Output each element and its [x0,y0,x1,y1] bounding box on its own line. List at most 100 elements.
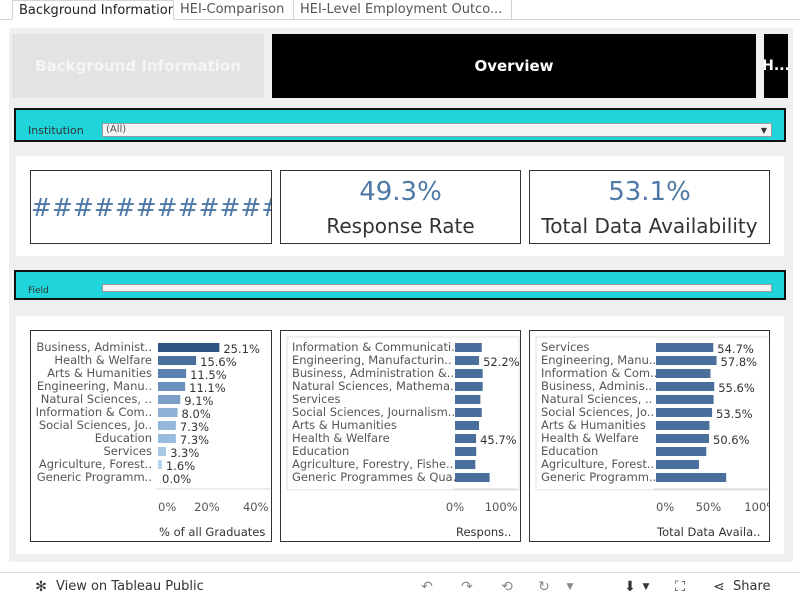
category-label: Agriculture, Forest.. [39,457,152,471]
kpi-response-value: 49.3% [359,177,442,207]
refresh-menu-chevron-icon[interactable]: ▼ [566,582,574,592]
kpi-response-label: Response Rate [326,214,475,238]
bar [455,408,482,417]
fullscreen-icon[interactable]: ⛶ [675,579,685,595]
bar [656,460,699,469]
tab-hei-level-employment[interactable]: HEI-Level Employment Outco... [294,0,512,20]
category-label: Services [104,444,153,458]
tab-background-information[interactable]: Background Information [12,0,174,20]
tick-label: 0% [158,500,176,514]
nav-next-button[interactable]: H... [764,34,788,98]
axis-title: Respons.. [456,525,511,539]
nav-background-information-button[interactable]: Background Information [12,34,264,98]
field-dropdown[interactable] [102,284,772,292]
field-filter-label: Field [28,286,49,296]
category-label: Natural Sciences, .. [541,392,652,406]
kpi-graduates-value: ############ [31,193,272,222]
bar [656,395,714,404]
institution-filter-label: Institution [28,124,84,137]
data-label: 52.2% [483,355,520,369]
redo-icon[interactable]: ↷ [461,579,473,595]
revert-icon[interactable]: ⟲ [501,579,513,595]
axis-title: Total Data Availa.. [656,525,760,539]
data-label: 15.6% [200,355,237,369]
category-label: Agriculture, Forest.. [541,457,654,471]
data-label: 0.0% [162,472,191,486]
share-icon[interactable]: ⋖ [713,579,725,595]
bar [455,369,483,378]
nav-overview-button[interactable]: Overview [272,34,756,98]
plot-frame [286,336,520,491]
bar [158,447,167,456]
bar [158,408,178,417]
bar [455,382,483,391]
bar [656,382,715,391]
bar [656,434,710,443]
tick-label: 50% [696,500,722,514]
bar [158,395,181,404]
data-label: 8.0% [182,407,211,421]
kpi-availability-label: Total Data Availability [541,214,758,238]
institution-filter-bar: Institution (All) ▼ [14,108,786,142]
data-label: 50.6% [713,433,750,447]
kpi-availability-value: 53.1% [608,177,691,207]
sheet-tabs: Background Information HEI-Comparison HE… [0,0,800,20]
download-menu-chevron-icon[interactable]: ▼ [642,582,650,592]
undo-icon[interactable]: ↶ [421,579,433,595]
field-filter-bar: Field [14,270,786,300]
axis-title: % of all Graduates [159,525,265,539]
data-label: 55.6% [718,381,755,395]
share-button[interactable]: Share [733,579,771,594]
category-label: Engineering, Manufacturin.. [292,353,452,367]
data-label: 7.3% [180,433,209,447]
category-label: Generic Programm.. [541,470,656,484]
view-on-tableau-link[interactable]: View on Tableau Public [56,579,204,594]
graduates-share-chart: Business, Administ.. 25.1% Health & Welfar… [36,340,270,539]
category-label: Generic Programm.. [37,470,152,484]
bar [455,473,490,482]
data-label: 1.6% [166,459,195,473]
category-label: Health & Welfare [292,431,390,445]
category-label: Health & Welfare [54,353,152,367]
tableau-logo-icon: ✻ [35,579,47,595]
bar [455,460,476,469]
kpi-availability-card: 53.1% Total Data Availability [529,170,770,244]
data-label: 25.1% [223,342,260,356]
bar [455,356,480,365]
bar [455,421,479,430]
tick-label: 20% [194,500,220,514]
kpi-graduates-card: ############ [30,170,272,244]
bar [158,343,220,352]
bar [455,343,482,352]
data-label: 57.8% [721,355,758,369]
tick-label: 40% [243,500,269,514]
bar [656,473,727,482]
category-label: Arts & Humanities [292,418,397,432]
graduates-chart-card: Business, Administ.. 25.1% Health & Welfar… [30,330,272,542]
data-availability-chart: Services 54.7% Engineering, Manu.. 57.8% Inf… [535,336,769,539]
category-label: Social Sciences, Jo.. [541,405,654,419]
bar [158,369,187,378]
category-label: Generic Programmes & Qua.. [292,470,460,484]
category-label: Agriculture, Forestry, Fishe.. [292,457,453,471]
data-label: 7.3% [180,420,209,434]
tableau-toolbar: ✻ View on Tableau Public ↶ ↷ ⟲ ↻ ▼ ⬇ ▼ ⛶… [0,572,800,600]
tick-label: 0% [446,500,464,514]
category-label: Social Sciences, Journalism.. [292,405,455,419]
download-icon[interactable]: ⬇ [624,579,636,595]
institution-dropdown-value: (All) [106,124,127,135]
bar [158,356,197,365]
institution-dropdown[interactable]: (All) ▼ [102,123,772,137]
refresh-icon[interactable]: ↻ [538,579,550,595]
tab-hei-comparison[interactable]: HEI-Comparison [174,0,294,20]
category-label: Business, Adminis.. [541,379,652,393]
data-label: 53.5% [716,407,753,421]
availability-chart-card: Services 54.7% Engineering, Manu.. 57.8% Inf… [529,330,770,542]
category-label: Services [292,392,341,406]
bar [158,434,176,443]
tick-label: 0% [656,500,674,514]
category-label: Arts & Humanities [47,366,152,380]
bar [656,447,707,456]
bar [656,356,717,365]
category-label: Natural Sciences, Mathema.. [292,379,457,393]
